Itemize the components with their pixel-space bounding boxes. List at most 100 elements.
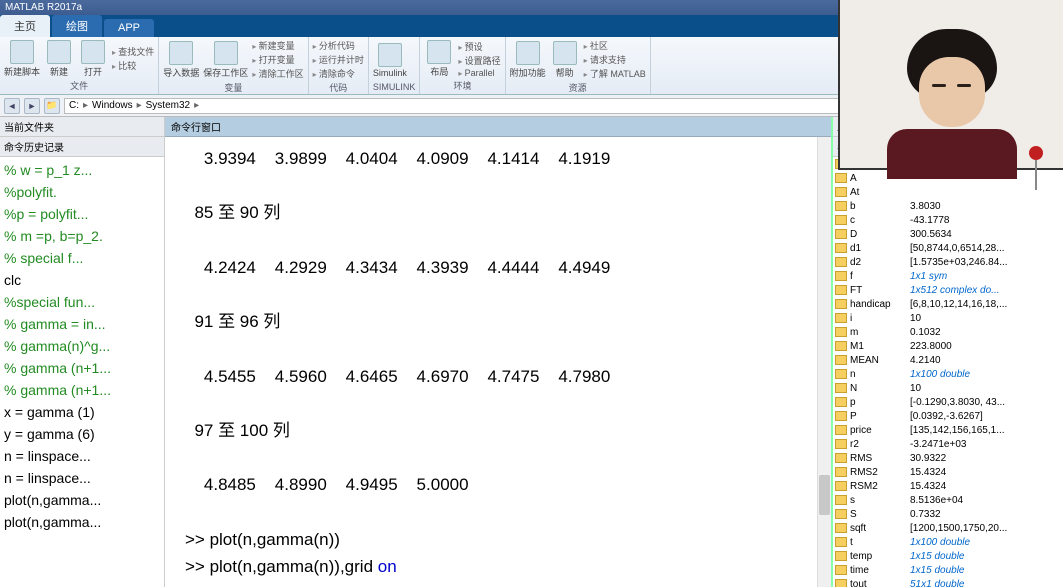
workspace-row[interactable]: RSM215.4324	[833, 479, 1063, 493]
history-item[interactable]: %special fun...	[4, 291, 160, 313]
tab-app[interactable]: APP	[104, 19, 154, 37]
workspace-row[interactable]: price[135,142,156,165,1...	[833, 423, 1063, 437]
workspace-row[interactable]: b3.8030	[833, 199, 1063, 213]
support-button[interactable]: 请求支持	[584, 53, 646, 66]
workspace-row[interactable]: r2-3.2471e+03	[833, 437, 1063, 451]
nav-fwd-button[interactable]: ►	[24, 98, 40, 114]
import-data-button[interactable]: 导入数据	[163, 41, 199, 79]
workspace-row[interactable]: S0.7332	[833, 507, 1063, 521]
workspace-row[interactable]: t1x100 double	[833, 535, 1063, 549]
workspace-row[interactable]: RMS215.4324	[833, 465, 1063, 479]
workspace-row[interactable]: d2[1.5735e+03,246.84...	[833, 255, 1063, 269]
output-row: 4.2424 4.2929 4.3434 4.3939 4.4444 4.494…	[185, 254, 811, 281]
workspace-row[interactable]: time1x15 double	[833, 563, 1063, 577]
workspace-row[interactable]: s8.5136e+04	[833, 493, 1063, 507]
find-files-button[interactable]: 查找文件	[112, 45, 154, 58]
new-button[interactable]: 新建	[44, 40, 74, 78]
addons-button[interactable]: 附加功能	[510, 41, 546, 79]
workspace-row[interactable]: m0.1032	[833, 325, 1063, 339]
parallel-button[interactable]: Parallel	[458, 68, 500, 78]
output-row: 4.8485 4.8990 4.9495 5.0000	[185, 471, 811, 498]
scrollbar-vertical[interactable]	[817, 137, 831, 587]
workspace-row[interactable]: tout51x1 double	[833, 577, 1063, 587]
history-item[interactable]: x = gamma (1)	[4, 401, 160, 423]
history-item[interactable]: % gamma (n+1...	[4, 357, 160, 379]
workspace-row[interactable]: At	[833, 185, 1063, 199]
workspace-row[interactable]: P[0.0392,-3.6267]	[833, 409, 1063, 423]
save-workspace-button[interactable]: 保存工作区	[203, 41, 248, 79]
var-value: 300.5634	[910, 229, 1061, 240]
history-item[interactable]: clc	[4, 269, 160, 291]
open-var-button[interactable]: 打开变量	[252, 53, 303, 66]
history-item[interactable]: plot(n,gamma...	[4, 489, 160, 511]
folder-icon[interactable]: 📁	[44, 98, 60, 114]
help-button[interactable]: 帮助	[550, 41, 580, 79]
history-item[interactable]: % gamma(n)^g...	[4, 335, 160, 357]
workspace-row[interactable]: sqft[1200,1500,1750,20...	[833, 521, 1063, 535]
history-item[interactable]: % w = p_1 z...	[4, 159, 160, 181]
workspace-row[interactable]: RMS30.9322	[833, 451, 1063, 465]
history-item[interactable]: plot(n,gamma...	[4, 511, 160, 533]
workspace-row[interactable]: handicap[6,8,10,12,14,16,18,...	[833, 297, 1063, 311]
clear-ws-button[interactable]: 清除工作区	[252, 67, 303, 80]
new-var-button[interactable]: 新建变量	[252, 39, 303, 52]
ribbon-group-file-label: 文件	[4, 78, 154, 92]
history-item[interactable]: %p = polyfit...	[4, 203, 160, 225]
command-history-list[interactable]: % w = p_1 z...%polyfit.%p = polyfit...% …	[0, 157, 164, 587]
learn-button[interactable]: 了解 MATLAB	[584, 67, 646, 80]
var-name: b	[850, 201, 910, 212]
history-item[interactable]: n = linspace...	[4, 445, 160, 467]
var-value: 1x100 double	[910, 369, 1061, 380]
workspace-row[interactable]: d1[50,8744,0,6514,28...	[833, 241, 1063, 255]
var-value: 0.1032	[910, 327, 1061, 338]
prefs-button[interactable]: 预设	[458, 40, 500, 53]
var-icon	[835, 313, 847, 323]
workspace-row[interactable]: MEAN4.2140	[833, 353, 1063, 367]
history-item[interactable]: n = linspace...	[4, 467, 160, 489]
clear-cmd-button[interactable]: 清除命令	[313, 67, 364, 80]
workspace-row[interactable]: n1x100 double	[833, 367, 1063, 381]
workspace-row[interactable]: temp1x15 double	[833, 549, 1063, 563]
var-name: time	[850, 565, 910, 576]
workspace-list[interactable]: aAAtb3.8030c-43.1778D300.5634d1[50,8744,…	[833, 157, 1063, 587]
workspace-row[interactable]: D300.5634	[833, 227, 1063, 241]
history-item[interactable]: % m =p, b=p_2.	[4, 225, 160, 247]
scrollbar-thumb[interactable]	[819, 475, 830, 515]
left-panel: 当前文件夹 命令历史记录 % w = p_1 z...%polyfit.%p =…	[0, 117, 165, 587]
run-time-button[interactable]: 运行并计时	[313, 53, 364, 66]
open-button[interactable]: 打开	[78, 40, 108, 78]
layout-button[interactable]: 布局	[424, 40, 454, 78]
simulink-button[interactable]: Simulink	[373, 43, 407, 78]
ribbon-group-env-label: 环境	[424, 78, 500, 92]
command-window[interactable]: 3.9394 3.9899 4.0404 4.0909 4.1414 4.191…	[165, 137, 831, 587]
community-button[interactable]: 社区	[584, 39, 646, 52]
webcam-overlay	[838, 0, 1063, 170]
workspace-row[interactable]: c-43.1778	[833, 213, 1063, 227]
var-icon	[835, 201, 847, 211]
var-value: 3.8030	[910, 201, 1061, 212]
workspace-row[interactable]: M1223.8000	[833, 339, 1063, 353]
new-script-button[interactable]: 新建脚本	[4, 40, 40, 78]
workspace-row[interactable]: N10	[833, 381, 1063, 395]
prompt-line[interactable]: fx >>	[185, 580, 811, 587]
history-item[interactable]: %polyfit.	[4, 181, 160, 203]
var-value: [6,8,10,12,14,16,18,...	[910, 299, 1061, 310]
history-item[interactable]: y = gamma (6)	[4, 423, 160, 445]
var-icon	[835, 481, 847, 491]
history-item[interactable]: % gamma = in...	[4, 313, 160, 335]
analyze-code-button[interactable]: 分析代码	[313, 39, 364, 52]
setpath-button[interactable]: 设置路径	[458, 54, 500, 67]
workspace-row[interactable]: FT1x512 complex do...	[833, 283, 1063, 297]
var-name: At	[850, 187, 910, 198]
var-value: [-0.1290,3.8030, 43...	[910, 397, 1061, 408]
history-item[interactable]: % gamma (n+1...	[4, 379, 160, 401]
nav-back-button[interactable]: ◄	[4, 98, 20, 114]
workspace-row[interactable]: i10	[833, 311, 1063, 325]
var-name: tout	[850, 579, 910, 587]
compare-button[interactable]: 比较	[112, 59, 154, 72]
tab-plot[interactable]: 绘图	[52, 15, 102, 37]
workspace-row[interactable]: p[-0.1290,3.8030, 43...	[833, 395, 1063, 409]
tab-home[interactable]: 主页	[0, 15, 50, 37]
workspace-row[interactable]: f1x1 sym	[833, 269, 1063, 283]
history-item[interactable]: % special f...	[4, 247, 160, 269]
